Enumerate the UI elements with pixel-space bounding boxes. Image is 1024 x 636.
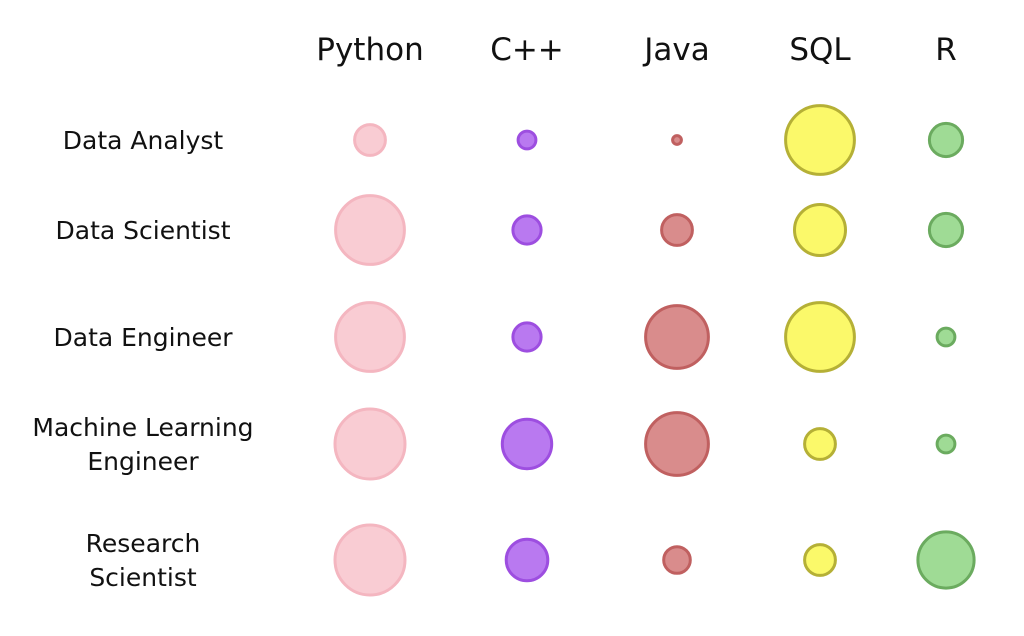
bubble-c-row-4	[500, 417, 554, 471]
bubble-r-row-1	[927, 121, 965, 159]
bubble-java-row-1	[671, 134, 683, 146]
column-label-c-: C++	[490, 32, 564, 68]
row-label: Data Engineer	[54, 323, 234, 352]
bubble-python-row-2	[334, 194, 406, 266]
bubble-c-row-2	[511, 214, 543, 246]
bubble-java-row-4	[644, 411, 710, 477]
row-label: Scientist	[89, 563, 197, 592]
row-label: Data Analyst	[63, 126, 224, 155]
bubble-sql-row-3	[784, 301, 856, 373]
bubble-r-row-2	[927, 211, 965, 249]
column-label-java: Java	[642, 32, 709, 68]
bubble-c-row-1	[516, 129, 538, 151]
bubble-r-row-3	[935, 326, 957, 348]
bubble-python-row-5	[333, 523, 407, 597]
bubble-python-row-1	[353, 123, 387, 157]
bubble-c-row-3	[511, 321, 543, 353]
column-label-python: Python	[316, 32, 423, 68]
bubble-java-row-5	[662, 545, 692, 575]
row-label: Data Scientist	[56, 216, 231, 245]
bubble-sql-row-4	[803, 427, 837, 461]
row-label: Engineer	[87, 447, 199, 476]
bubble-r-row-5	[916, 530, 976, 590]
column-label-sql: SQL	[789, 32, 851, 68]
bubble-sql-row-2	[793, 203, 847, 257]
bubble-python-row-3	[334, 301, 406, 373]
bubbles	[333, 104, 976, 597]
bubble-java-row-2	[660, 213, 694, 247]
bubble-sql-row-1	[784, 104, 856, 176]
row-label: Research	[86, 529, 201, 558]
bubble-python-row-4	[333, 407, 407, 481]
bubble-r-row-4	[935, 433, 957, 455]
row-label: Machine Learning	[32, 413, 253, 442]
column-label-r: R	[935, 32, 957, 68]
bubble-sql-row-5	[803, 543, 837, 577]
column-labels: Python C++ Java SQL R	[316, 32, 957, 68]
bubble-java-row-3	[644, 304, 710, 370]
bubble-c-row-5	[504, 537, 550, 583]
row-labels: Data Analyst Data Scientist Data Engineer M…	[32, 126, 253, 592]
